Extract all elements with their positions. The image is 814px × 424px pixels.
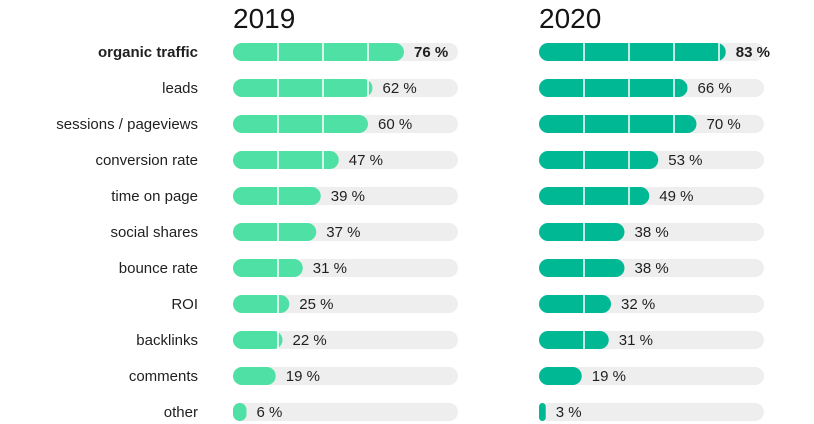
bar <box>539 223 625 241</box>
bar <box>233 115 368 133</box>
bar <box>539 115 697 133</box>
value-label: 66 % <box>698 80 732 97</box>
bar-divider <box>583 187 585 205</box>
bar-divider <box>628 151 630 169</box>
bar-divider <box>583 259 585 277</box>
value-label: 60 % <box>378 116 412 133</box>
category-label: backlinks <box>136 332 198 349</box>
bar-divider <box>277 295 279 313</box>
bar-divider <box>367 79 369 97</box>
value-label: 22 % <box>293 332 327 349</box>
bar <box>233 187 321 205</box>
value-label: 25 % <box>299 296 333 313</box>
value-label: 19 % <box>286 368 320 385</box>
bar-track <box>233 367 458 385</box>
category-label: sessions / pageviews <box>56 116 198 133</box>
bar-track <box>233 403 458 421</box>
bar-divider <box>628 187 630 205</box>
value-label: 37 % <box>326 224 360 241</box>
bar-divider <box>628 79 630 97</box>
bar-divider <box>277 259 279 277</box>
bar-divider <box>583 295 585 313</box>
bar <box>233 403 247 421</box>
bar-divider <box>583 115 585 133</box>
value-label: 31 % <box>313 260 347 277</box>
bar <box>539 43 726 61</box>
bar-divider <box>322 151 324 169</box>
value-label: 53 % <box>668 152 702 169</box>
category-label: ROI <box>171 296 198 313</box>
bar <box>233 151 339 169</box>
value-label: 6 % <box>257 404 283 421</box>
bar-divider <box>583 43 585 61</box>
series-title: 2020 <box>539 3 601 34</box>
value-label: 83 % <box>736 44 770 61</box>
value-label: 47 % <box>349 152 383 169</box>
series-title: 2019 <box>233 3 295 34</box>
value-label: 31 % <box>619 332 653 349</box>
value-label: 62 % <box>383 80 417 97</box>
bar-divider <box>673 43 675 61</box>
bar <box>539 403 546 421</box>
bar-track <box>539 403 764 421</box>
bar-divider <box>277 43 279 61</box>
bar-divider <box>277 223 279 241</box>
bar <box>539 367 582 385</box>
bar <box>539 295 611 313</box>
category-label: organic traffic <box>98 44 198 61</box>
bar-divider <box>583 223 585 241</box>
bar <box>233 79 373 97</box>
bar-track <box>233 295 458 313</box>
bar-divider <box>277 115 279 133</box>
category-label: social shares <box>110 224 198 241</box>
bar <box>233 367 276 385</box>
category-label: other <box>164 404 198 421</box>
value-label: 38 % <box>635 224 669 241</box>
bar-divider <box>322 115 324 133</box>
value-label: 3 % <box>556 404 582 421</box>
bar <box>539 331 609 349</box>
bar <box>233 259 303 277</box>
category-label: conversion rate <box>95 152 198 169</box>
bar-divider <box>322 79 324 97</box>
category-label: time on page <box>111 188 198 205</box>
bar-track <box>539 367 764 385</box>
category-label: bounce rate <box>119 260 198 277</box>
bar-divider <box>367 43 369 61</box>
bar <box>539 151 659 169</box>
bar <box>233 223 317 241</box>
value-label: 39 % <box>331 188 365 205</box>
bar <box>539 79 688 97</box>
value-label: 19 % <box>592 368 626 385</box>
bar <box>233 331 283 349</box>
bar-track <box>233 331 458 349</box>
bar <box>539 259 625 277</box>
bar-divider <box>628 115 630 133</box>
bar-divider <box>277 151 279 169</box>
bar-divider <box>628 43 630 61</box>
value-label: 49 % <box>659 188 693 205</box>
bar-divider <box>322 43 324 61</box>
bar-divider <box>277 187 279 205</box>
bar-divider <box>583 79 585 97</box>
bar <box>539 187 650 205</box>
bar-divider <box>583 331 585 349</box>
value-label: 38 % <box>635 260 669 277</box>
bar-divider <box>277 331 279 349</box>
value-label: 32 % <box>621 296 655 313</box>
category-label: comments <box>129 368 198 385</box>
category-label: leads <box>162 80 198 97</box>
value-label: 76 % <box>414 44 448 61</box>
bar-divider <box>583 151 585 169</box>
bar-divider <box>718 43 720 61</box>
bar-divider <box>673 79 675 97</box>
bar <box>233 295 290 313</box>
bar-divider <box>277 79 279 97</box>
value-label: 70 % <box>707 116 741 133</box>
bar-divider <box>673 115 675 133</box>
bar <box>233 43 404 61</box>
